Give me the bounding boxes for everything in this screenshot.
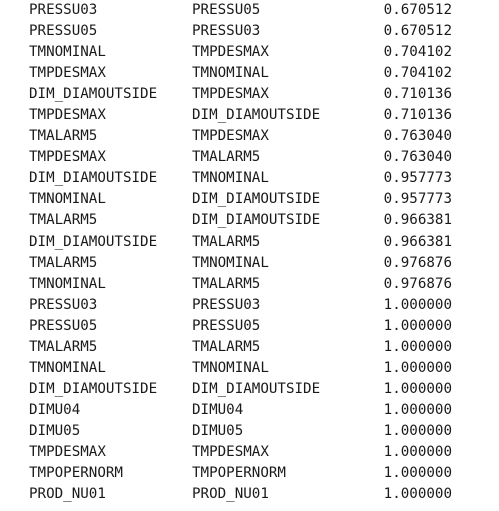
variable-a: PRESSU03 (29, 296, 98, 313)
table-row: PRESSU03 PRESSU03 1.000000 (0, 295, 499, 316)
table-row: DIM_DIAMOUTSIDE TMNOMINAL 0.957773 (0, 168, 499, 189)
table-row: DIM_DIAMOUTSIDE DIM_DIAMOUTSIDE 1.000000 (0, 379, 499, 400)
variable-b: PRESSU05 (192, 317, 261, 334)
variable-a: DIMU04 (29, 401, 81, 418)
table-row: TMPDESMAX DIM_DIAMOUTSIDE 0.710136 (0, 105, 499, 126)
variable-b: DIMU05 (192, 422, 244, 439)
variable-b: DIM_DIAMOUTSIDE (192, 107, 321, 124)
correlation-value: 0.976876 (383, 275, 452, 292)
table-row: DIM_DIAMOUTSIDE TMPDESMAX 0.710136 (0, 84, 499, 105)
table-row: TMPDESMAX TMPDESMAX 1.000000 (0, 442, 499, 463)
variable-a: DIM_DIAMOUTSIDE (29, 86, 158, 103)
variable-b: DIM_DIAMOUTSIDE (192, 380, 321, 397)
table-row: PRESSU05 PRESSU05 1.000000 (0, 316, 499, 337)
variable-b: TMPDESMAX (192, 86, 269, 103)
variable-b: PROD_NU01 (192, 486, 269, 503)
table-row: TMALARM5 TMALARM5 1.000000 (0, 337, 499, 358)
variable-b: TMALARM5 (192, 338, 261, 355)
variable-a: PRESSU05 (29, 23, 98, 40)
correlation-value: 1.000000 (383, 465, 452, 482)
variable-a: TMNOMINAL (29, 275, 106, 292)
variable-a: TMALARM5 (29, 128, 98, 145)
variable-b: TMALARM5 (192, 233, 261, 250)
variable-a: TMNOMINAL (29, 359, 106, 376)
variable-a: PROD_NU01 (29, 486, 106, 503)
correlation-value: 0.710136 (383, 107, 452, 124)
correlation-value: 1.000000 (383, 359, 452, 376)
table-row: TMALARM5 TMPDESMAX 0.763040 (0, 126, 499, 147)
correlation-value: 1.000000 (383, 338, 452, 355)
table-row: PRESSU03 PRESSU05 0.670512 (0, 0, 499, 21)
variable-b: TMPDESMAX (192, 44, 269, 61)
correlation-value: 1.000000 (383, 422, 452, 439)
table-row: PROD_NU01 PROD_NU01 1.000000 (0, 484, 499, 505)
table-row: DIM_DIAMOUTSIDE TMALARM5 0.966381 (0, 232, 499, 253)
table-row: TMNOMINAL DIM_DIAMOUTSIDE 0.957773 (0, 189, 499, 210)
variable-a: TMPDESMAX (29, 65, 106, 82)
table-row: TMPOPERNORM TMPOPERNORM 1.000000 (0, 463, 499, 484)
table-row: TMNOMINAL TMNOMINAL 1.000000 (0, 358, 499, 379)
variable-a: DIMU05 (29, 422, 81, 439)
variable-a: DIM_DIAMOUTSIDE (29, 170, 158, 187)
correlation-value: 0.763040 (383, 149, 452, 166)
variable-a: TMNOMINAL (29, 191, 106, 208)
variable-b: PRESSU03 (192, 23, 261, 40)
variable-a: TMPDESMAX (29, 107, 106, 124)
correlation-value: 0.957773 (383, 170, 452, 187)
variable-a: DIM_DIAMOUTSIDE (29, 380, 158, 397)
variable-a: DIM_DIAMOUTSIDE (29, 233, 158, 250)
correlation-value: 0.976876 (383, 254, 452, 271)
variable-a: TMPDESMAX (29, 149, 106, 166)
correlation-value: 1.000000 (383, 486, 452, 503)
variable-b: PRESSU05 (192, 2, 261, 18)
variable-b: DIM_DIAMOUTSIDE (192, 191, 321, 208)
variable-a: TMPOPERNORM (29, 465, 123, 482)
correlation-value: 0.957773 (383, 191, 452, 208)
correlation-value: 0.710136 (383, 86, 452, 103)
correlation-value: 0.704102 (383, 44, 452, 61)
correlation-value: 0.966381 (383, 233, 452, 250)
variable-b: PRESSU03 (192, 296, 261, 313)
table-row: TMPDESMAX TMNOMINAL 0.704102 (0, 63, 499, 84)
correlation-value: 1.000000 (383, 443, 452, 460)
variable-a: TMALARM5 (29, 212, 98, 229)
variable-b: TMALARM5 (192, 275, 261, 292)
variable-b: TMPDESMAX (192, 443, 269, 460)
correlation-value: 1.000000 (383, 380, 452, 397)
variable-b: TMALARM5 (192, 149, 261, 166)
correlation-value: 1.000000 (383, 317, 452, 334)
variable-b: TMNOMINAL (192, 254, 269, 271)
correlation-value: 0.966381 (383, 212, 452, 229)
correlation-value: 0.704102 (383, 65, 452, 82)
table-row: DIMU04 DIMU04 1.000000 (0, 400, 499, 421)
correlation-value: 1.000000 (383, 401, 452, 418)
correlation-value: 0.763040 (383, 128, 452, 145)
correlation-value: 0.670512 (383, 23, 452, 40)
variable-a: TMALARM5 (29, 338, 98, 355)
table-row: TMNOMINAL TMALARM5 0.976876 (0, 274, 499, 295)
table-row: TMNOMINAL TMPDESMAX 0.704102 (0, 42, 499, 63)
variable-b: TMNOMINAL (192, 359, 269, 376)
correlation-value: 0.670512 (383, 2, 452, 18)
variable-b: TMNOMINAL (192, 65, 269, 82)
table-row: DIMU05 DIMU05 1.000000 (0, 421, 499, 442)
table-row: TMALARM5 TMNOMINAL 0.976876 (0, 253, 499, 274)
variable-b: TMPOPERNORM (192, 465, 286, 482)
variable-a: PRESSU03 (29, 2, 98, 18)
variable-a: TMNOMINAL (29, 44, 106, 61)
table-row: TMALARM5 DIM_DIAMOUTSIDE 0.966381 (0, 210, 499, 231)
variable-b: DIM_DIAMOUTSIDE (192, 212, 321, 229)
variable-b: TMPDESMAX (192, 128, 269, 145)
variable-a: PRESSU05 (29, 317, 98, 334)
variable-b: DIMU04 (192, 401, 244, 418)
variable-b: TMNOMINAL (192, 170, 269, 187)
variable-a: TMALARM5 (29, 254, 98, 271)
table-row: TMPDESMAX TMALARM5 0.763040 (0, 147, 499, 168)
table-row: PRESSU05 PRESSU03 0.670512 (0, 21, 499, 42)
correlation-value: 1.000000 (383, 296, 452, 313)
variable-a: TMPDESMAX (29, 443, 106, 460)
